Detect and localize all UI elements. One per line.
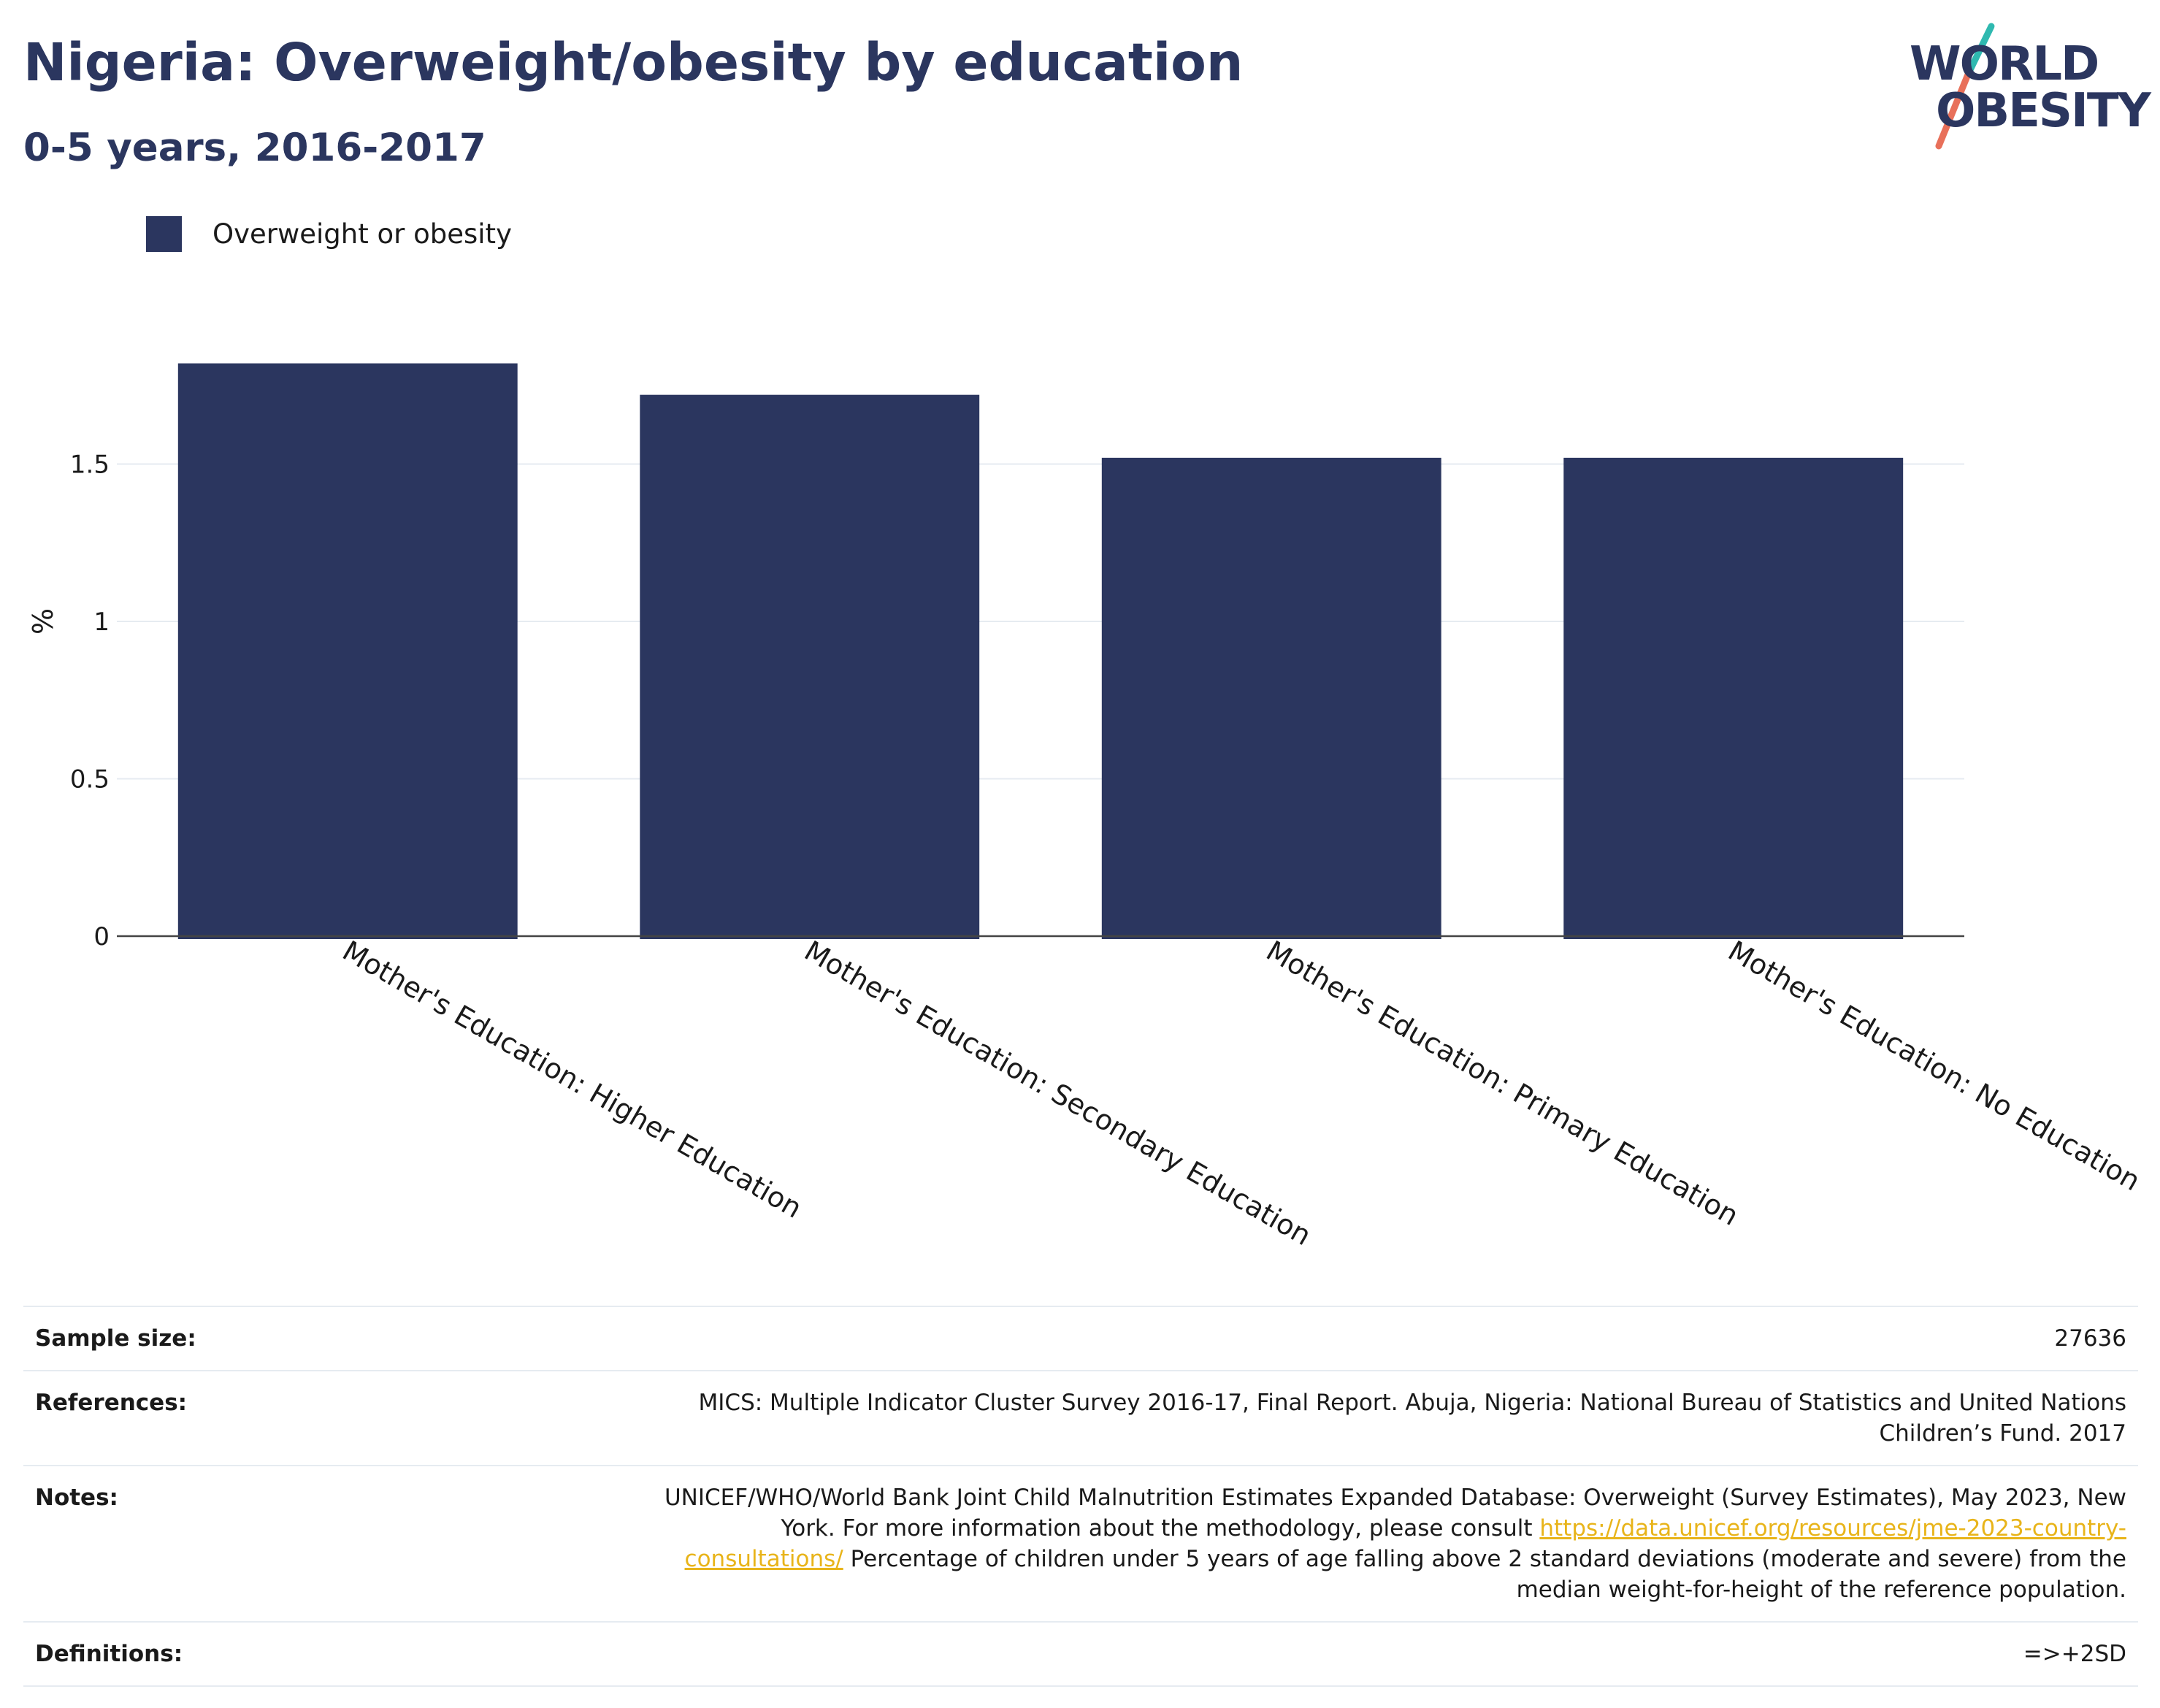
notes-text-before: UNICEF/WHO/World Bank Joint Child Malnut… bbox=[664, 1485, 2126, 1542]
y-tick-label: 0.5 bbox=[70, 765, 110, 794]
bar bbox=[640, 394, 980, 939]
info-row-definitions: Definitions: =>+2SD bbox=[23, 1623, 2138, 1687]
x-tick-label: Mother's Education: Primary Education bbox=[1261, 935, 1745, 1232]
logo-word-world: WORLD bbox=[1910, 37, 2099, 91]
info-label: Sample size: bbox=[35, 1325, 196, 1352]
info-label: Notes: bbox=[35, 1485, 118, 1511]
legend-swatch bbox=[146, 216, 182, 252]
info-value: =>+2SD bbox=[2023, 1641, 2126, 1667]
logo-slash-icon bbox=[1935, 23, 1995, 150]
info-label: Definitions: bbox=[35, 1641, 183, 1667]
x-tick-label: Mother's Education: No Education bbox=[1723, 935, 2145, 1198]
info-value: UNICEF/WHO/World Bank Joint Child Malnut… bbox=[629, 1482, 2126, 1605]
x-tick-label: Mother's Education: Higher Education bbox=[337, 935, 808, 1225]
bar bbox=[1101, 457, 1441, 939]
y-tick-label: 0 bbox=[93, 922, 110, 951]
chart-legend[interactable]: Overweight or obesity bbox=[146, 216, 512, 252]
y-tick-label: 1.5 bbox=[70, 451, 110, 480]
page-title: Nigeria: Overweight/obesity by education bbox=[23, 32, 1244, 93]
info-value: 27636 bbox=[2054, 1325, 2126, 1352]
world-obesity-logo: WORLD OBESITY bbox=[1910, 20, 2151, 152]
page-subtitle: 0-5 years, 2016-2017 bbox=[23, 126, 486, 170]
info-row-references: References: MICS: Multiple Indicator Clu… bbox=[23, 1371, 2138, 1466]
y-tick-label: 1 bbox=[93, 608, 110, 637]
info-row-notes: Notes: UNICEF/WHO/World Bank Joint Child… bbox=[23, 1466, 2138, 1623]
methodology-link[interactable]: https://data.unicef.org/resources/jme-20… bbox=[684, 1515, 2126, 1572]
info-row-sample-size: Sample size: 27636 bbox=[23, 1307, 2138, 1371]
info-table: Sample size: 27636 References: MICS: Mul… bbox=[23, 1306, 2138, 1687]
info-value: MICS: Multiple Indicator Cluster Survey … bbox=[698, 1390, 2126, 1447]
info-label: References: bbox=[35, 1390, 188, 1416]
x-tick-label: Mother's Education: Secondary Education bbox=[799, 935, 1317, 1252]
legend-label: Overweight or obesity bbox=[212, 218, 512, 250]
logo-word-obesity: OBESITY bbox=[1936, 84, 2151, 138]
bar bbox=[177, 363, 518, 940]
y-axis-label: % bbox=[27, 608, 59, 635]
bar-chart: 0 0.5 1 1.5% Mother's Education: Higher Educ… bbox=[27, 363, 2145, 1252]
notes-text-after: Percentage of children under 5 years of … bbox=[843, 1546, 2126, 1603]
bar bbox=[1563, 457, 1904, 939]
